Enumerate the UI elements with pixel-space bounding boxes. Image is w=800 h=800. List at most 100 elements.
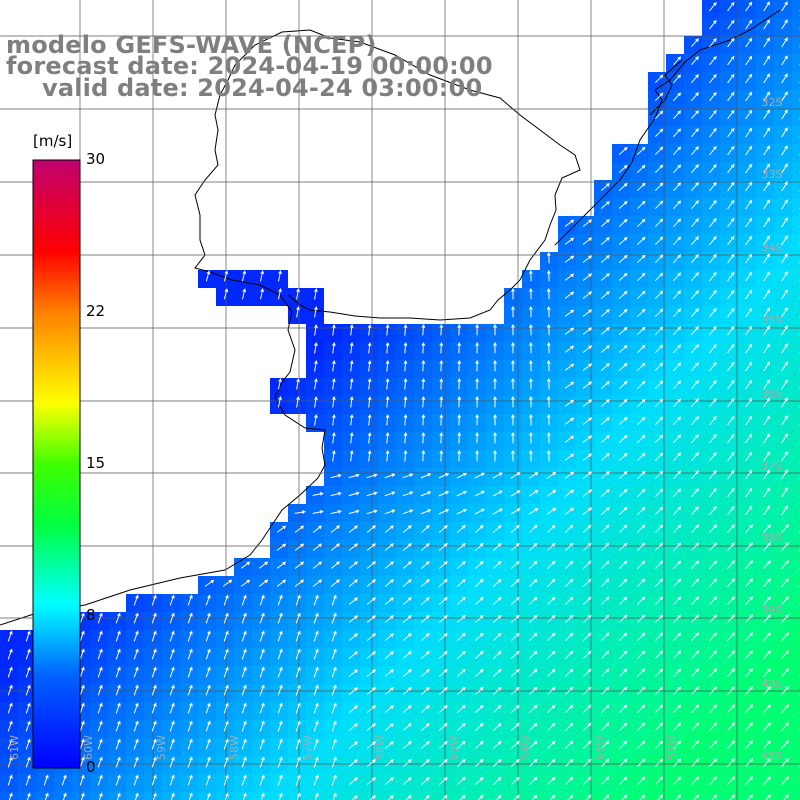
wind-arrow [564,489,575,497]
wind-cell [792,684,800,702]
wind-arrow [654,164,664,174]
wind-arrow [151,774,157,786]
wind-arrow [582,273,593,281]
wind-arrow [187,612,193,624]
wind-arrow [709,73,717,84]
wind-arrow [564,309,575,317]
wind-arrow [564,345,575,353]
wind-arrow [564,381,575,389]
wind-arrow [636,254,646,264]
wind-arrow [438,776,448,785]
wind-arrow [348,525,358,533]
wind-arrow [222,579,233,587]
wind-arrow [313,684,319,696]
wind-arrow [727,487,735,498]
wind-arrow [493,395,497,408]
wind-arrow [240,561,251,569]
wind-arrow [330,509,342,515]
wind-arrow [564,614,574,624]
wind-arrow [97,720,103,732]
wind-arrow [294,561,305,569]
wind-arrow [709,55,717,66]
wind-arrow [709,163,717,174]
wind-arrow [294,543,305,551]
wind-arrow [420,491,432,497]
wind-cell [378,792,396,800]
wind-arrow [438,632,448,641]
wind-arrow [97,774,103,786]
wind-arrow [673,650,682,660]
wind-arrow [259,612,265,624]
wind-arrow [456,704,466,713]
wind-arrow [600,632,610,642]
wind-arrow [709,415,717,426]
wind-arrow [115,756,121,768]
wind-arrow [259,774,265,786]
wind-arrow [492,668,502,677]
wind-cell [36,792,54,800]
wind-arrow [403,413,408,426]
wind-arrow [691,686,700,696]
wind-arrow [745,253,753,264]
wind-arrow [763,668,771,678]
wind-cell [738,792,756,800]
wind-arrow [745,668,754,678]
wind-arrow [169,756,175,768]
wind-arrow [223,702,229,714]
wind-cell [126,792,144,800]
wind-arrow [600,740,610,750]
wind-arrow [673,542,682,552]
wind-arrow [727,379,735,390]
wind-cell [792,630,800,648]
wind-vectors [7,1,800,800]
wind-cell [792,180,800,198]
wind-arrow [511,359,515,372]
wind-arrow [546,668,556,678]
wind-arrow [564,650,574,660]
wind-arrow [116,792,121,800]
wind-arrow [151,630,157,642]
wind-arrow [295,612,301,624]
wind-arrow [709,1,717,12]
wind-arrow [763,704,771,714]
colorbar-tick-8: 8 [86,606,96,624]
wind-arrow [691,38,699,48]
wind-arrow [420,741,430,749]
wind-arrow [745,505,753,516]
wind-arrow [528,578,538,587]
wind-arrow [654,308,664,318]
wind-arrow [546,722,556,732]
wind-arrow [475,395,479,408]
wind-arrow [582,776,592,786]
wind-arrow [654,506,664,516]
wind-arrow [564,668,574,678]
wind-arrow [420,651,430,659]
wind-cell [0,792,18,800]
wind-arrow [295,630,301,642]
wind-arrow [349,342,354,354]
wind-arrow [763,19,770,30]
wind-arrow [7,774,13,786]
wind-arrow [781,307,788,318]
wind-arrow [582,471,593,479]
wind-arrow [763,379,770,390]
wind-arrow [745,650,754,660]
wind-arrow [709,668,718,678]
wind-arrow [241,648,247,660]
wind-arrow [546,614,556,624]
wind-arrow [691,326,699,336]
colorbar [32,159,81,769]
wind-arrow [366,491,378,497]
wind-arrow [600,704,610,714]
wind-arrow [727,560,735,570]
wind-arrow [457,323,462,336]
wind-arrow [600,201,610,209]
wind-arrow [169,774,175,786]
wind-arrow [205,684,211,696]
wind-arrow [745,469,753,480]
wind-arrow [600,183,610,191]
wind-arrow [618,758,628,768]
wind-arrow [781,379,788,390]
wind-arrow [456,650,466,659]
wind-arrow [582,740,592,750]
